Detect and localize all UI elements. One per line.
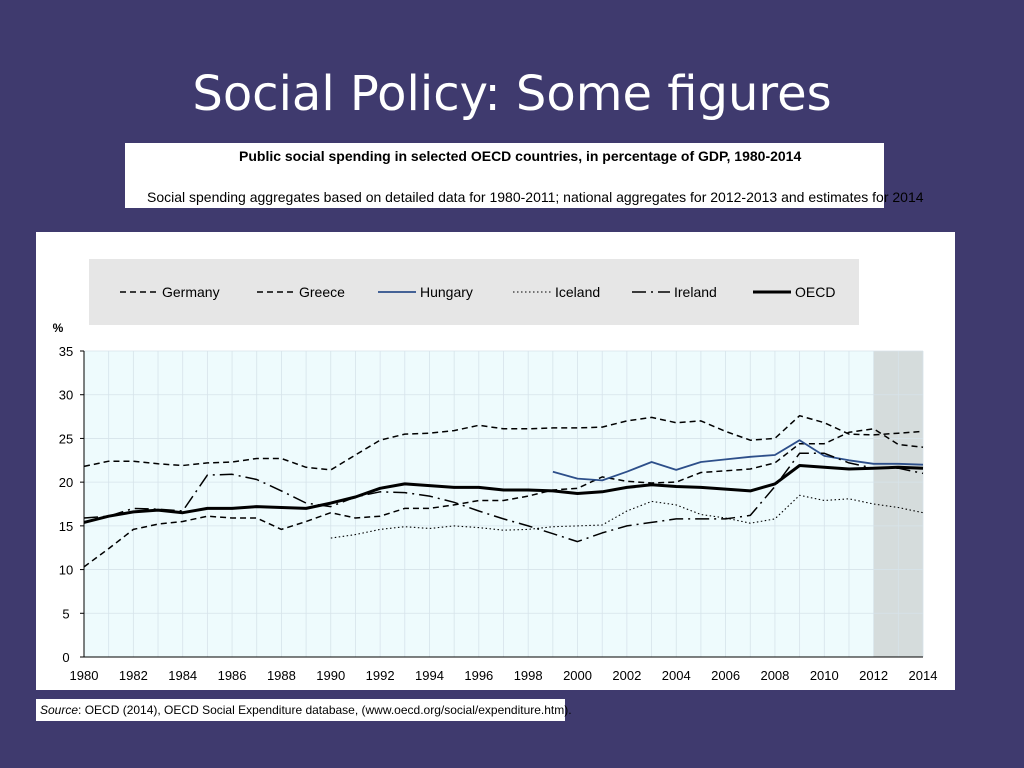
y-tick-label: 15 <box>59 519 73 534</box>
series-line-iceland <box>330 494 924 539</box>
y-tick-label: 20 <box>59 475 73 490</box>
series-line-hungary <box>552 439 924 482</box>
x-tick-label: 1988 <box>267 668 296 683</box>
source-note: Source: OECD (2014), OECD Social Expendi… <box>36 699 572 721</box>
x-tick-label: 1998 <box>514 668 543 683</box>
chart-subtitle: Social spending aggregates based on deta… <box>147 189 924 205</box>
legend-label-germany: Germany <box>162 284 220 300</box>
chart-title: Public social spending in selected OECD … <box>239 148 802 164</box>
y-tick-label: 10 <box>59 563 73 578</box>
y-tick-label: 5 <box>62 606 69 621</box>
source-label: Source <box>40 703 79 717</box>
x-tick-label: 2006 <box>711 668 740 683</box>
x-tick-label: 2000 <box>563 668 592 683</box>
x-tick-label: 1992 <box>366 668 395 683</box>
x-tick-label: 2002 <box>612 668 641 683</box>
x-tick-label: 1990 <box>316 668 345 683</box>
chart-panel: Germany Greece Hungary Iceland Ireland OECD %… <box>36 232 955 690</box>
legend-label-greece: Greece <box>299 284 345 300</box>
x-tick-label: 2014 <box>909 668 938 683</box>
y-axis-label: % <box>53 321 64 335</box>
y-tick-label: 30 <box>59 388 73 403</box>
series-line-oecd <box>83 464 924 524</box>
chart-caption: Public social spending in selected OECD … <box>125 143 924 208</box>
legend-label-ireland: Ireland <box>674 284 717 300</box>
legend-label-hungary: Hungary <box>420 284 473 300</box>
x-tick-label: 1996 <box>464 668 493 683</box>
x-tick-label: 1982 <box>119 668 148 683</box>
x-tick-label: 1986 <box>218 668 247 683</box>
series-line-germany <box>83 414 924 471</box>
slide-title: Social Policy: Some figures <box>192 66 832 122</box>
y-tick-label: 35 <box>59 344 73 359</box>
source-text: : OECD (2014), OECD Social Expenditure d… <box>78 703 572 717</box>
plot-area: 0 5 10 15 20 25 30 35 1980 1982 1984 1986 1988 1990 19… <box>59 344 938 683</box>
x-tick-label: 1984 <box>168 668 197 683</box>
y-tick-label: 0 <box>62 650 69 665</box>
legend-label-iceland: Iceland <box>555 284 600 300</box>
chart-legend: Germany Greece Hungary Iceland Ireland OECD <box>89 259 859 325</box>
x-tick-label: 2010 <box>810 668 839 683</box>
series-line-greece <box>83 428 924 568</box>
x-tick-label: 2012 <box>859 668 888 683</box>
legend-background <box>89 259 859 325</box>
x-tick-label: 2004 <box>662 668 691 683</box>
x-tick-label: 2008 <box>760 668 789 683</box>
y-tick-label: 25 <box>59 431 73 446</box>
line-chart: Germany Greece Hungary Iceland Ireland OECD %… <box>53 259 938 683</box>
series-line-ireland <box>83 452 924 543</box>
legend-label-oecd: OECD <box>795 284 835 300</box>
x-tick-label: 1994 <box>415 668 444 683</box>
x-tick-label: 1980 <box>70 668 99 683</box>
